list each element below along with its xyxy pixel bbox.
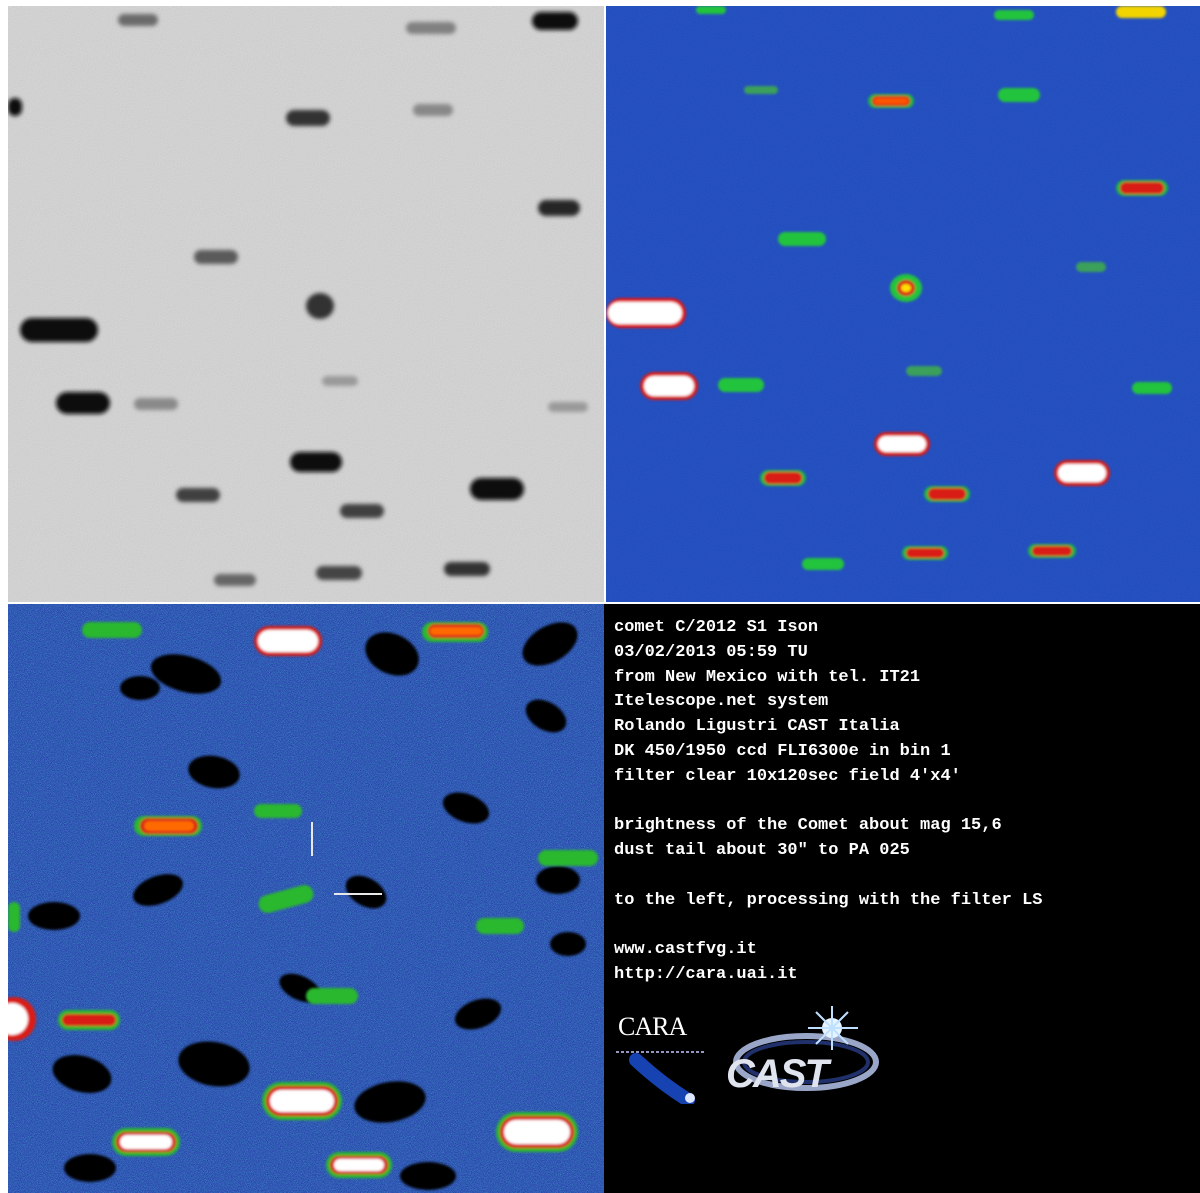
caption-line: dust tail about 30" to PA 025 xyxy=(614,841,910,861)
caption-line: to the left, processing with the filter … xyxy=(614,890,1043,910)
negative-star-field xyxy=(8,6,604,602)
comet-marker xyxy=(311,822,382,895)
caption-line xyxy=(614,864,1042,889)
ls-filtered-star-field xyxy=(8,604,604,1193)
cast-logo xyxy=(720,1002,890,1106)
caption-line: 03/02/2013 05:59 TU xyxy=(614,642,808,662)
cast-logo-text: CAST xyxy=(726,1052,829,1096)
observation-caption: comet C/2012 S1 Ison 03/02/2013 05:59 TU f… xyxy=(614,616,1042,988)
caption-line: Itelescope.net system xyxy=(614,692,829,712)
caption-line: Rolando Ligustri CAST Italia xyxy=(614,717,900,737)
caption-line: comet C/2012 S1 Ison xyxy=(614,618,819,637)
false-color-image-panel xyxy=(606,6,1200,602)
caption-line: filter clear 10x120sec field 4'x4' xyxy=(614,766,961,786)
caption-line: brightness of the Comet about mag 15,6 xyxy=(614,816,1002,836)
ls-filter-image-panel xyxy=(8,604,604,1193)
caption-line: from New Mexico with tel. IT21 xyxy=(614,667,921,687)
caption-panel: comet C/2012 S1 Ison 03/02/2013 05:59 TU f… xyxy=(604,604,1200,1193)
caption-line xyxy=(614,790,1042,815)
caption-line xyxy=(614,914,1042,939)
cara-logo xyxy=(612,1008,710,1104)
caption-line: http://cara.uai.it xyxy=(614,965,798,985)
negative-image-panel xyxy=(8,6,604,602)
false-color-star-field xyxy=(606,6,1200,602)
cara-logo-text: CARA xyxy=(618,1012,687,1041)
caption-line: www.castfvg.it xyxy=(614,940,757,960)
caption-line: DK 450/1950 ccd FLI6300e in bin 1 xyxy=(614,741,951,761)
